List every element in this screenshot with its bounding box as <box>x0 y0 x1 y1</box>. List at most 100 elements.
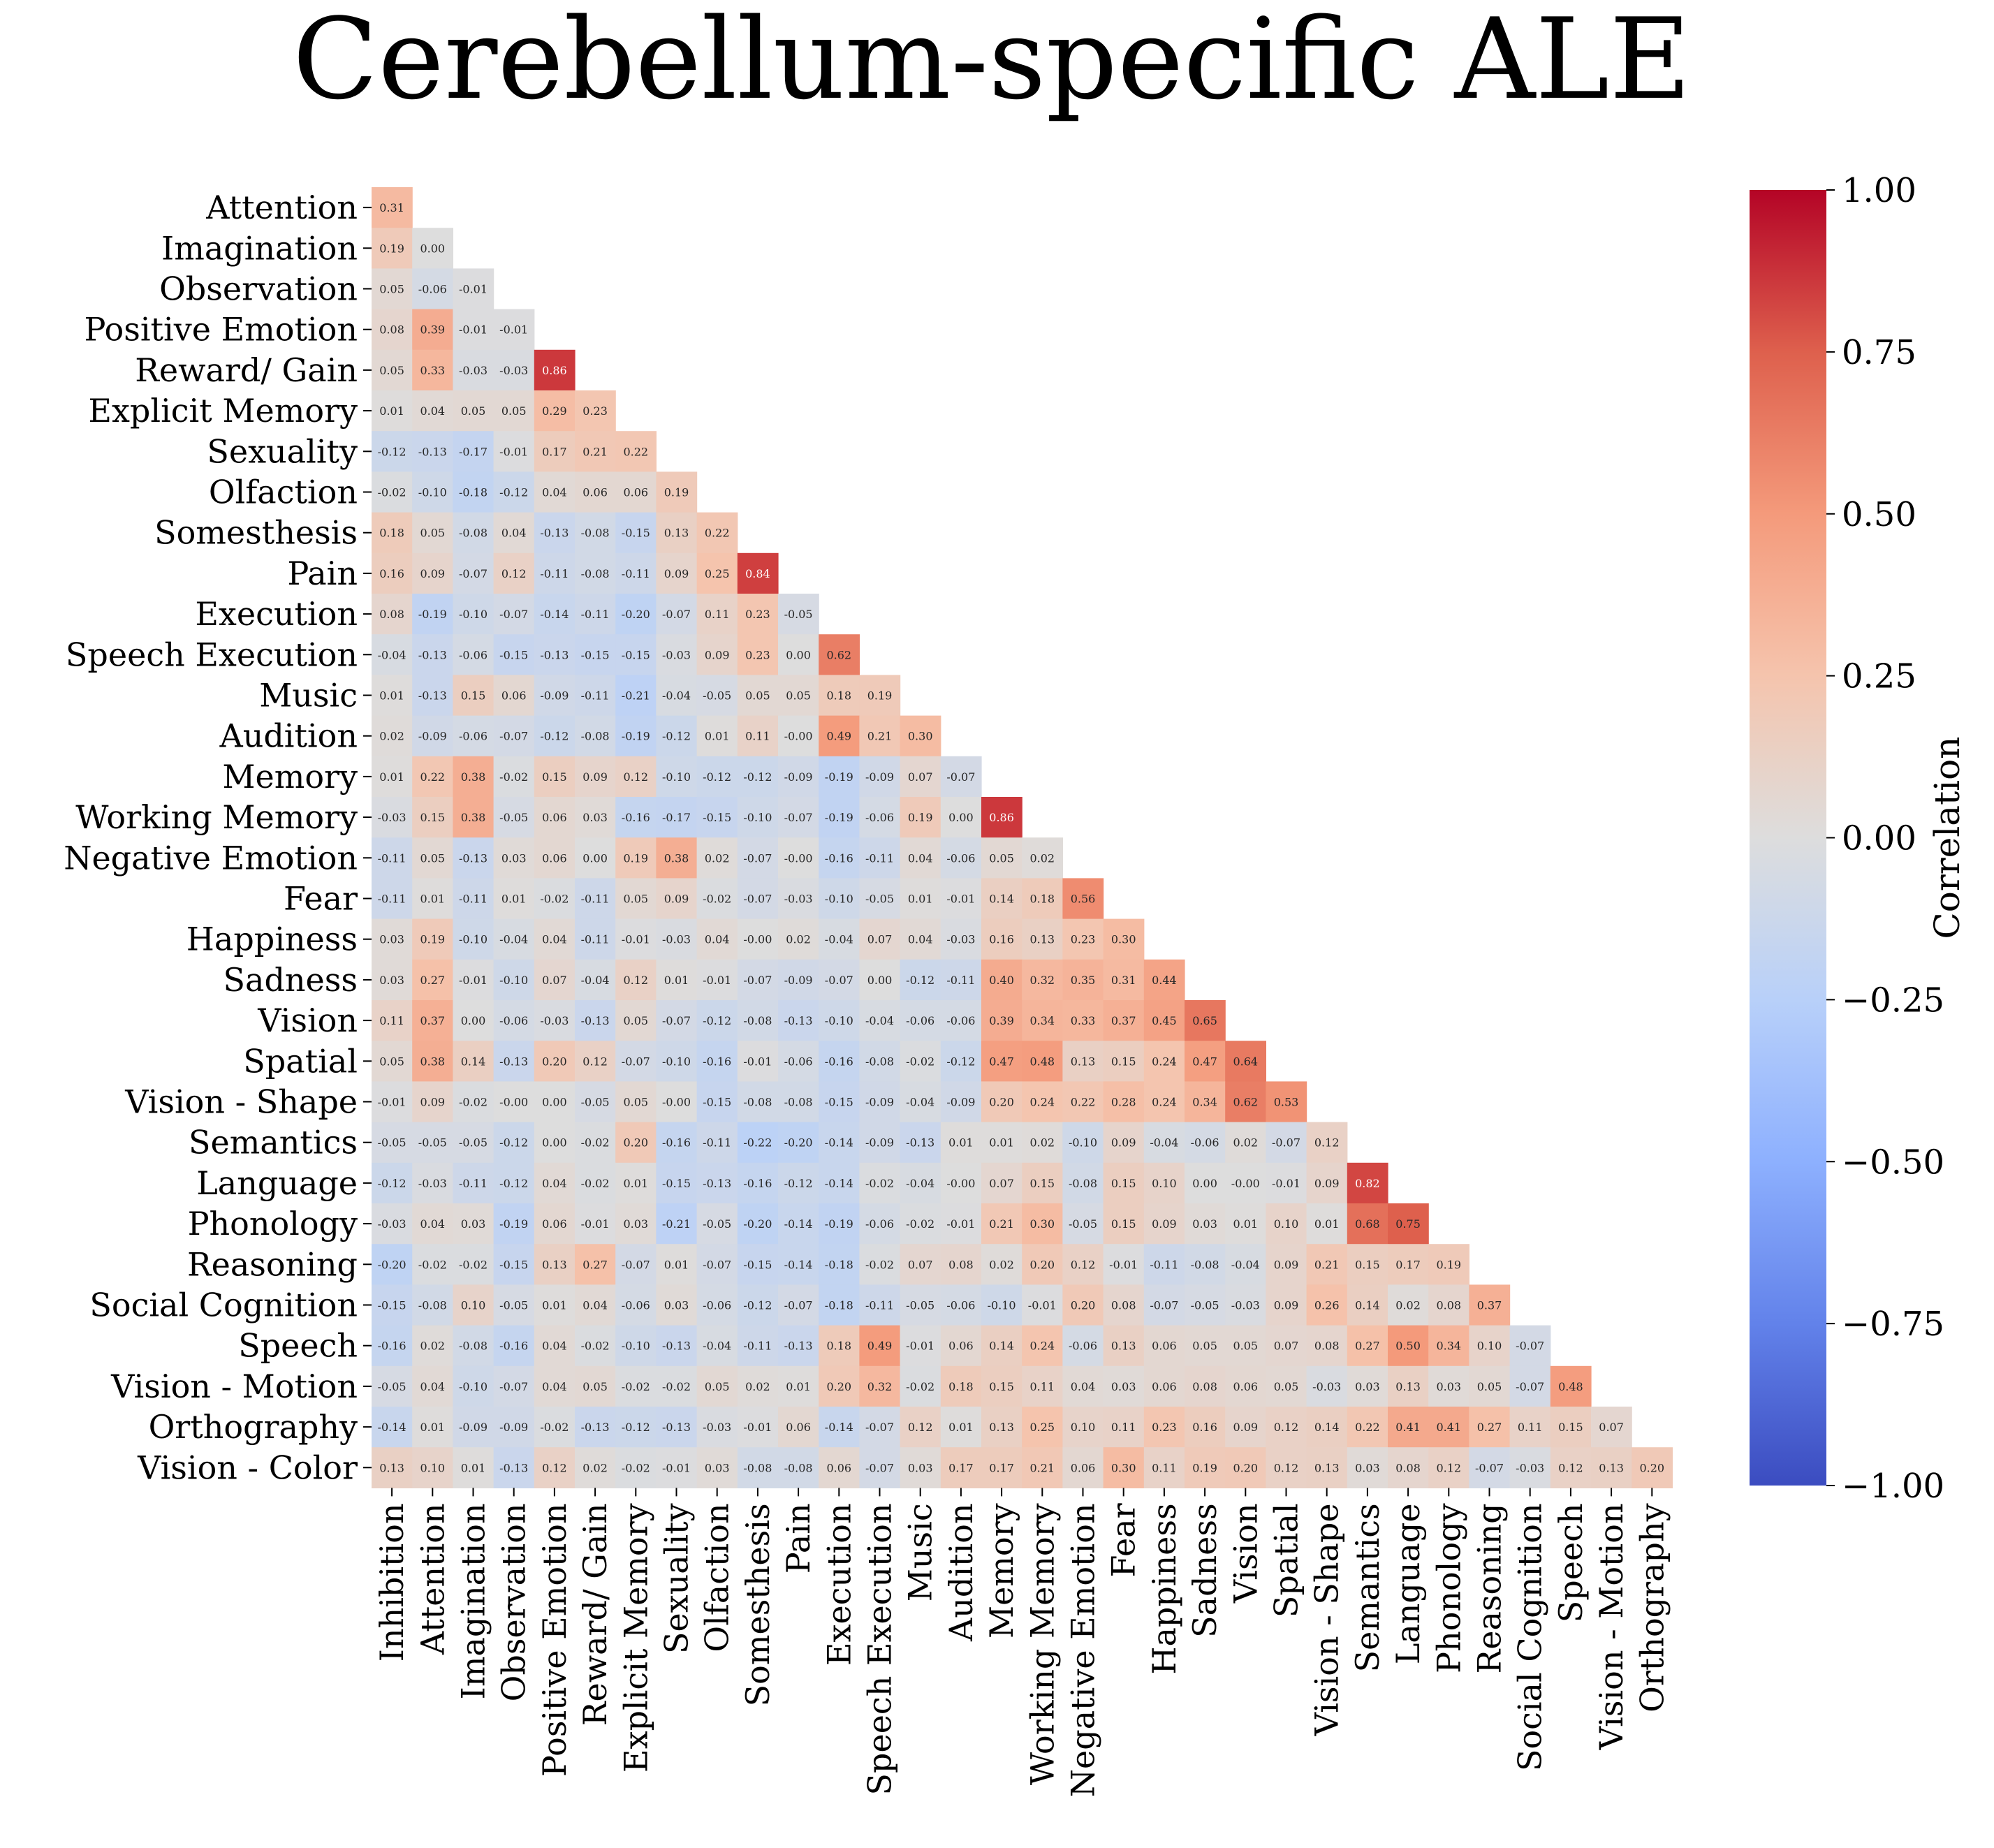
cell-value-label: 0.00 <box>582 851 608 865</box>
column-label: Social Cognition <box>1511 1503 1549 1771</box>
cell-value-label: 0.39 <box>420 323 445 337</box>
heatmap-cell <box>778 1122 819 1164</box>
cell-value-label: 0.12 <box>501 567 527 580</box>
heatmap-cell <box>696 918 738 960</box>
cell-value-label: -0.00 <box>784 730 813 743</box>
cell-value-label: 0.03 <box>705 1461 730 1474</box>
heatmap-cell <box>575 797 616 838</box>
cell-value-label: -0.15 <box>703 1096 731 1109</box>
cell-value-label: -0.06 <box>946 1299 975 1312</box>
heatmap-cell <box>412 390 453 432</box>
row-label: Sadness <box>223 961 358 999</box>
heatmap-cell <box>372 878 413 920</box>
heatmap-cell <box>534 1081 576 1123</box>
heatmap-cell <box>778 1447 819 1488</box>
heatmap-cell <box>737 1203 779 1245</box>
cell-value-label: -0.02 <box>459 1096 487 1109</box>
cell-value-label: 0.02 <box>989 1258 1014 1271</box>
colorbar-tick-label: 0.25 <box>1842 657 1916 696</box>
heatmap-cell <box>900 1365 941 1407</box>
cell-value-label: -0.04 <box>378 648 406 661</box>
row-label: Social Cognition <box>89 1286 358 1324</box>
heatmap-cell <box>372 1122 413 1164</box>
cell-value-label: -0.02 <box>540 893 569 906</box>
heatmap-cell <box>372 552 413 594</box>
cell-value-label: 0.24 <box>1152 1096 1177 1109</box>
heatmap-cell <box>1185 1365 1226 1407</box>
cell-value-label: 0.03 <box>623 1217 648 1231</box>
heatmap-cell <box>819 1365 860 1407</box>
heatmap-cell <box>615 1162 657 1204</box>
heatmap-cell <box>575 1447 616 1488</box>
cell-value-label: -0.07 <box>662 608 691 621</box>
cell-value-label: 0.49 <box>826 730 851 743</box>
cell-value-label: -0.07 <box>499 1380 528 1393</box>
heatmap-cell <box>1225 1162 1266 1204</box>
heatmap-cell <box>372 1000 413 1041</box>
heatmap-cell <box>412 1407 453 1448</box>
heatmap-cell <box>1022 1203 1063 1245</box>
heatmap-cell <box>696 1325 738 1367</box>
cell-value-label: 0.20 <box>542 1055 567 1068</box>
heatmap-cell <box>1225 1041 1266 1082</box>
heatmap-cell <box>453 1000 494 1041</box>
heatmap-cell <box>737 675 779 717</box>
heatmap-cell <box>615 1203 657 1245</box>
heatmap-cell <box>1266 1244 1307 1285</box>
heatmap-cell <box>1022 1284 1063 1326</box>
heatmap-cell <box>1143 1447 1185 1488</box>
heatmap-cell <box>778 959 819 1001</box>
heatmap-cell <box>1469 1365 1511 1407</box>
heatmap-cell <box>696 715 738 757</box>
cell-value-label: 0.33 <box>1071 1014 1096 1027</box>
heatmap-cell <box>575 1000 616 1041</box>
cell-value-label: 0.30 <box>908 730 933 743</box>
cell-value-label: -0.14 <box>825 1421 853 1434</box>
row-label: Speech Execution <box>66 636 358 673</box>
heatmap-cell <box>737 1122 779 1164</box>
cell-value-label: -0.01 <box>1272 1177 1300 1190</box>
cell-value-label: -0.02 <box>906 1217 934 1231</box>
cell-value-label: 0.13 <box>1395 1380 1421 1393</box>
heatmap-cell <box>656 797 698 838</box>
cell-value-label: -0.00 <box>743 933 772 946</box>
heatmap-cell <box>940 1162 982 1204</box>
heatmap-cell <box>819 675 860 717</box>
cell-value-label: 0.11 <box>1029 1380 1055 1393</box>
cell-value-label: -0.10 <box>988 1299 1016 1312</box>
cell-value-label: 0.05 <box>379 1055 404 1068</box>
cell-value-label: 0.05 <box>379 364 404 377</box>
cell-value-label: 0.05 <box>705 1380 730 1393</box>
cell-value-label: -0.20 <box>743 1217 772 1231</box>
heatmap-cell <box>1062 1041 1104 1082</box>
cell-value-label: 0.38 <box>461 770 486 784</box>
heatmap-cell <box>819 1203 860 1245</box>
heatmap-cell <box>412 1000 453 1041</box>
cell-value-label: -0.08 <box>581 567 610 580</box>
heatmap-cell <box>534 349 576 391</box>
cell-value-label: 0.20 <box>1029 1258 1055 1271</box>
cell-value-label: -0.03 <box>946 933 975 946</box>
cell-value-label: 0.05 <box>623 893 648 906</box>
heatmap-cell <box>737 634 779 675</box>
cell-value-label: 0.13 <box>1071 1055 1096 1068</box>
cell-value-label: 0.21 <box>989 1217 1014 1231</box>
heatmap-cell <box>534 431 576 472</box>
heatmap-cell <box>1022 1162 1063 1204</box>
heatmap-cell <box>656 1284 698 1326</box>
heatmap-cell <box>372 309 413 351</box>
heatmap-cell <box>778 1244 819 1285</box>
heatmap-cell <box>615 1122 657 1164</box>
heatmap-cell <box>493 634 535 675</box>
heatmap-cell <box>534 1203 576 1245</box>
heatmap-cell <box>575 634 616 675</box>
cell-value-label: -0.02 <box>662 1380 691 1393</box>
cell-value-label: -0.01 <box>662 1461 691 1474</box>
cell-value-label: 0.24 <box>1152 1055 1177 1068</box>
heatmap-cell <box>1103 1122 1145 1164</box>
cell-value-label: -0.07 <box>865 1421 894 1434</box>
heatmap-cell <box>1062 1447 1104 1488</box>
cell-value-label: 0.01 <box>664 1258 689 1271</box>
cell-value-label: -0.02 <box>703 893 731 906</box>
heatmap-cell <box>412 756 453 798</box>
